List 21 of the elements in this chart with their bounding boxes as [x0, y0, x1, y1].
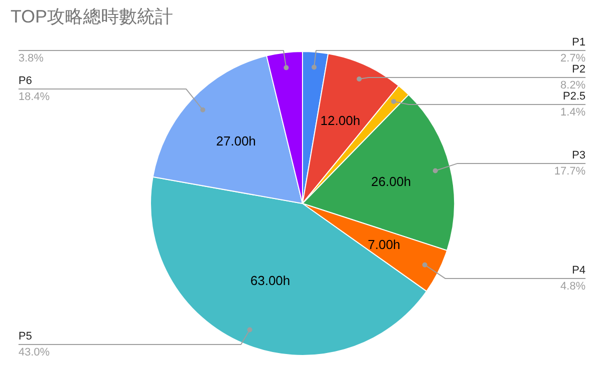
slice-label: P2.5	[562, 90, 586, 102]
text: 26.00h	[371, 174, 411, 190]
data-label: 17.7%	[554, 165, 586, 178]
text: 12.00h	[320, 113, 360, 128]
chart-title: TOP攻略總時數統計	[10, 6, 174, 26]
data-label: 8.2%	[560, 80, 586, 92]
data-label: 2.7%	[560, 52, 586, 64]
text: 63.00h	[250, 273, 290, 288]
text: 7.00h	[368, 236, 400, 252]
data-label: 43.0%	[18, 346, 50, 358]
data-label: 3.8%	[18, 52, 44, 64]
slice-label: P1	[572, 36, 586, 48]
slice-label: P6	[18, 75, 32, 88]
data-label: 18.4%	[18, 91, 50, 104]
slice-label: P2	[572, 64, 586, 76]
text: 27.00h	[216, 134, 256, 149]
data-label: 1.4%	[560, 106, 586, 118]
data-label: 4.8%	[560, 280, 586, 292]
slice-label: P5	[18, 330, 32, 342]
slice-label: P4	[572, 264, 586, 276]
slice-label: P3	[572, 149, 586, 162]
